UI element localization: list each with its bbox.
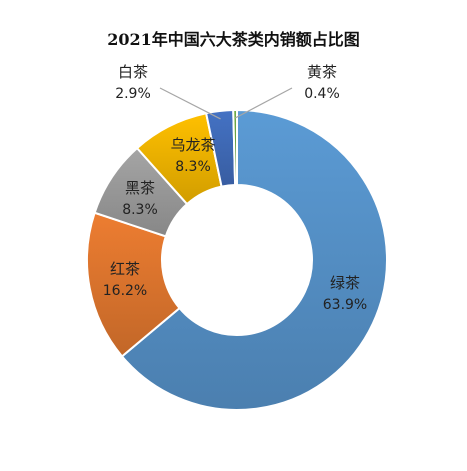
category-label-white-tea: 白茶: [118, 63, 148, 81]
category-label-green-tea: 绿茶: [330, 274, 360, 292]
value-label-white-tea: 2.9%: [115, 86, 151, 102]
leader-line-white-tea: [159, 87, 221, 120]
category-label-oolong-tea: 乌龙茶: [170, 136, 215, 154]
value-label-oolong-tea: 8.3%: [175, 159, 211, 175]
value-label-black-tea: 16.2%: [103, 283, 147, 299]
category-label-dark-tea: 黑茶: [125, 179, 155, 197]
value-label-yellow-tea: 0.4%: [304, 86, 340, 102]
value-label-green-tea: 63.9%: [323, 297, 367, 313]
category-label-black-tea: 红茶: [110, 260, 140, 278]
leader-line-yellow-tea: [234, 87, 293, 119]
slice-yellow-tea: [232, 108, 238, 187]
value-label-dark-tea: 8.3%: [122, 202, 158, 218]
chart-title: 2021年中国六大茶类内销额占比图: [107, 30, 360, 49]
category-label-yellow-tea: 黄茶: [307, 63, 337, 81]
slice-green-tea: [120, 108, 388, 411]
